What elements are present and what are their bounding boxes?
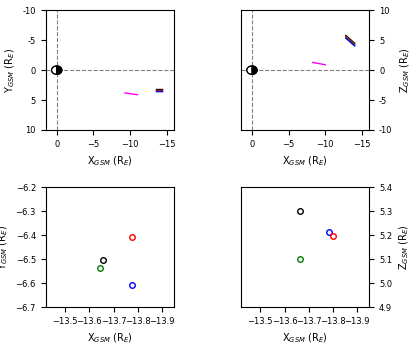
Circle shape [247,66,257,75]
Wedge shape [252,66,257,75]
Y-axis label: Y$_{GSM}$ (R$_E$): Y$_{GSM}$ (R$_E$) [3,48,17,93]
Y-axis label: Z$_{GSM}$ (R$_E$): Z$_{GSM}$ (R$_E$) [398,224,412,270]
Y-axis label: Y$_{GSM}$ (R$_E$): Y$_{GSM}$ (R$_E$) [0,225,10,270]
X-axis label: X$_{GSM}$ (R$_E$): X$_{GSM}$ (R$_E$) [87,331,133,345]
Wedge shape [57,66,62,75]
X-axis label: X$_{GSM}$ (R$_E$): X$_{GSM}$ (R$_E$) [87,154,133,168]
Circle shape [51,66,62,75]
X-axis label: X$_{GSM}$ (R$_E$): X$_{GSM}$ (R$_E$) [282,154,328,168]
X-axis label: X$_{GSM}$ (R$_E$): X$_{GSM}$ (R$_E$) [282,331,328,345]
Y-axis label: Z$_{GSM}$ (R$_E$): Z$_{GSM}$ (R$_E$) [398,47,412,93]
